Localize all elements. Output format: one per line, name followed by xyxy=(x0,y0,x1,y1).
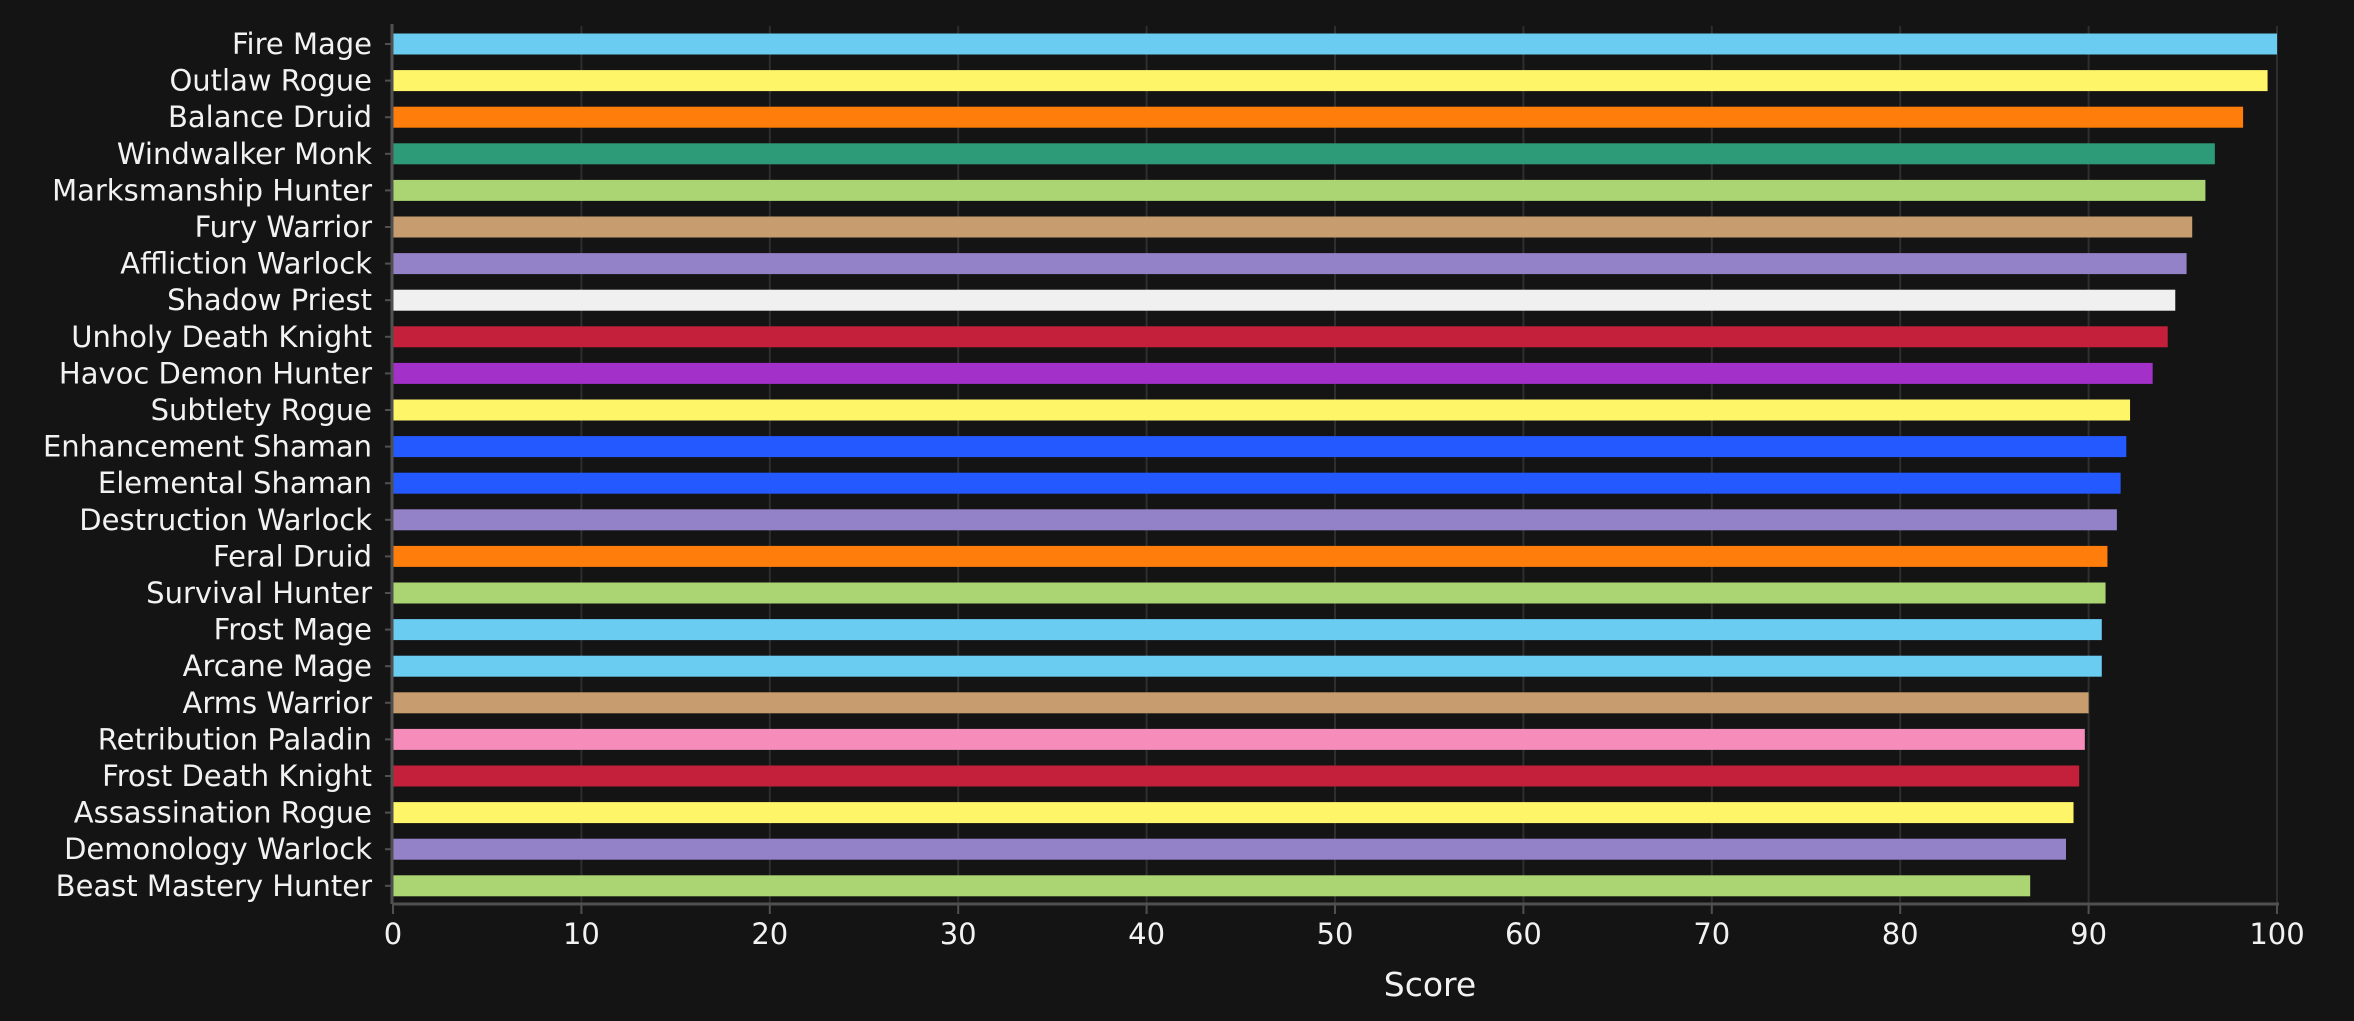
bar[interactable] xyxy=(393,619,2102,641)
bar[interactable] xyxy=(393,143,2215,165)
bar[interactable] xyxy=(393,179,2206,201)
bar[interactable] xyxy=(393,728,2085,750)
category-label: Elemental Shaman xyxy=(98,466,372,500)
x-tick-label: 40 xyxy=(1128,917,1165,951)
bar[interactable] xyxy=(393,838,2066,860)
bar[interactable] xyxy=(393,106,2244,128)
gridlines xyxy=(580,26,2278,904)
bars xyxy=(393,33,2277,897)
category-label: Arms Warrior xyxy=(183,686,373,720)
category-label: Feral Druid xyxy=(213,539,372,573)
bar[interactable] xyxy=(393,70,2268,92)
category-label: Destruction Warlock xyxy=(79,503,372,537)
x-tick-label: 30 xyxy=(940,917,977,951)
category-label: Unholy Death Knight xyxy=(71,320,372,354)
category-label: Beast Mastery Hunter xyxy=(56,869,372,903)
bar[interactable] xyxy=(393,655,2102,677)
bar[interactable] xyxy=(393,253,2187,275)
category-label: Havoc Demon Hunter xyxy=(59,356,372,390)
category-label: Fire Mage xyxy=(232,27,372,61)
bar[interactable] xyxy=(393,436,2127,458)
bar[interactable] xyxy=(393,362,2153,384)
category-label: Balance Druid xyxy=(168,100,372,134)
category-label: Fury Warrior xyxy=(195,210,373,244)
bar[interactable] xyxy=(393,33,2277,55)
x-axis-title: Score xyxy=(1384,965,1476,1004)
bar[interactable] xyxy=(393,582,2106,604)
category-label: Affliction Warlock xyxy=(120,247,372,281)
bar[interactable] xyxy=(393,326,2168,348)
axes xyxy=(385,24,2279,914)
category-label: Arcane Mage xyxy=(183,649,372,683)
category-label: Outlaw Rogue xyxy=(169,64,372,98)
x-tick-label: 0 xyxy=(384,917,402,951)
category-label: Shadow Priest xyxy=(167,283,372,317)
bar[interactable] xyxy=(393,875,2031,897)
category-label: Frost Death Knight xyxy=(102,759,372,793)
category-label: Survival Hunter xyxy=(146,576,372,610)
x-tick-label: 20 xyxy=(751,917,788,951)
x-tick-labels: 0 10 20 30 40 50 60 70 80 90 100 xyxy=(384,917,2305,951)
bar[interactable] xyxy=(393,765,2080,787)
bar[interactable] xyxy=(393,399,2131,421)
bar[interactable] xyxy=(393,289,2176,311)
category-label: Assassination Rogue xyxy=(74,796,372,830)
x-tick-label: 60 xyxy=(1505,917,1542,951)
x-tick-label: 50 xyxy=(1317,917,1354,951)
x-tick-label: 70 xyxy=(1693,917,1730,951)
category-label: Frost Mage xyxy=(214,613,372,647)
bar[interactable] xyxy=(393,472,2121,494)
category-label: Marksmanship Hunter xyxy=(52,173,372,207)
category-label: Subtlety Rogue xyxy=(151,393,372,427)
category-label: Windwalker Monk xyxy=(117,137,372,171)
bar[interactable] xyxy=(393,216,2193,238)
bar[interactable] xyxy=(393,802,2074,824)
x-tick-label: 10 xyxy=(563,917,600,951)
category-label: Enhancement Shaman xyxy=(43,430,372,464)
x-tick-label: 100 xyxy=(2249,917,2304,951)
bar[interactable] xyxy=(393,545,2108,567)
x-tick-label: 80 xyxy=(1882,917,1919,951)
bar[interactable] xyxy=(393,509,2117,531)
category-label: Retribution Paladin xyxy=(98,722,372,756)
bar[interactable] xyxy=(393,692,2089,714)
x-tick-label: 90 xyxy=(2070,917,2107,951)
category-label: Demonology Warlock xyxy=(64,832,372,866)
